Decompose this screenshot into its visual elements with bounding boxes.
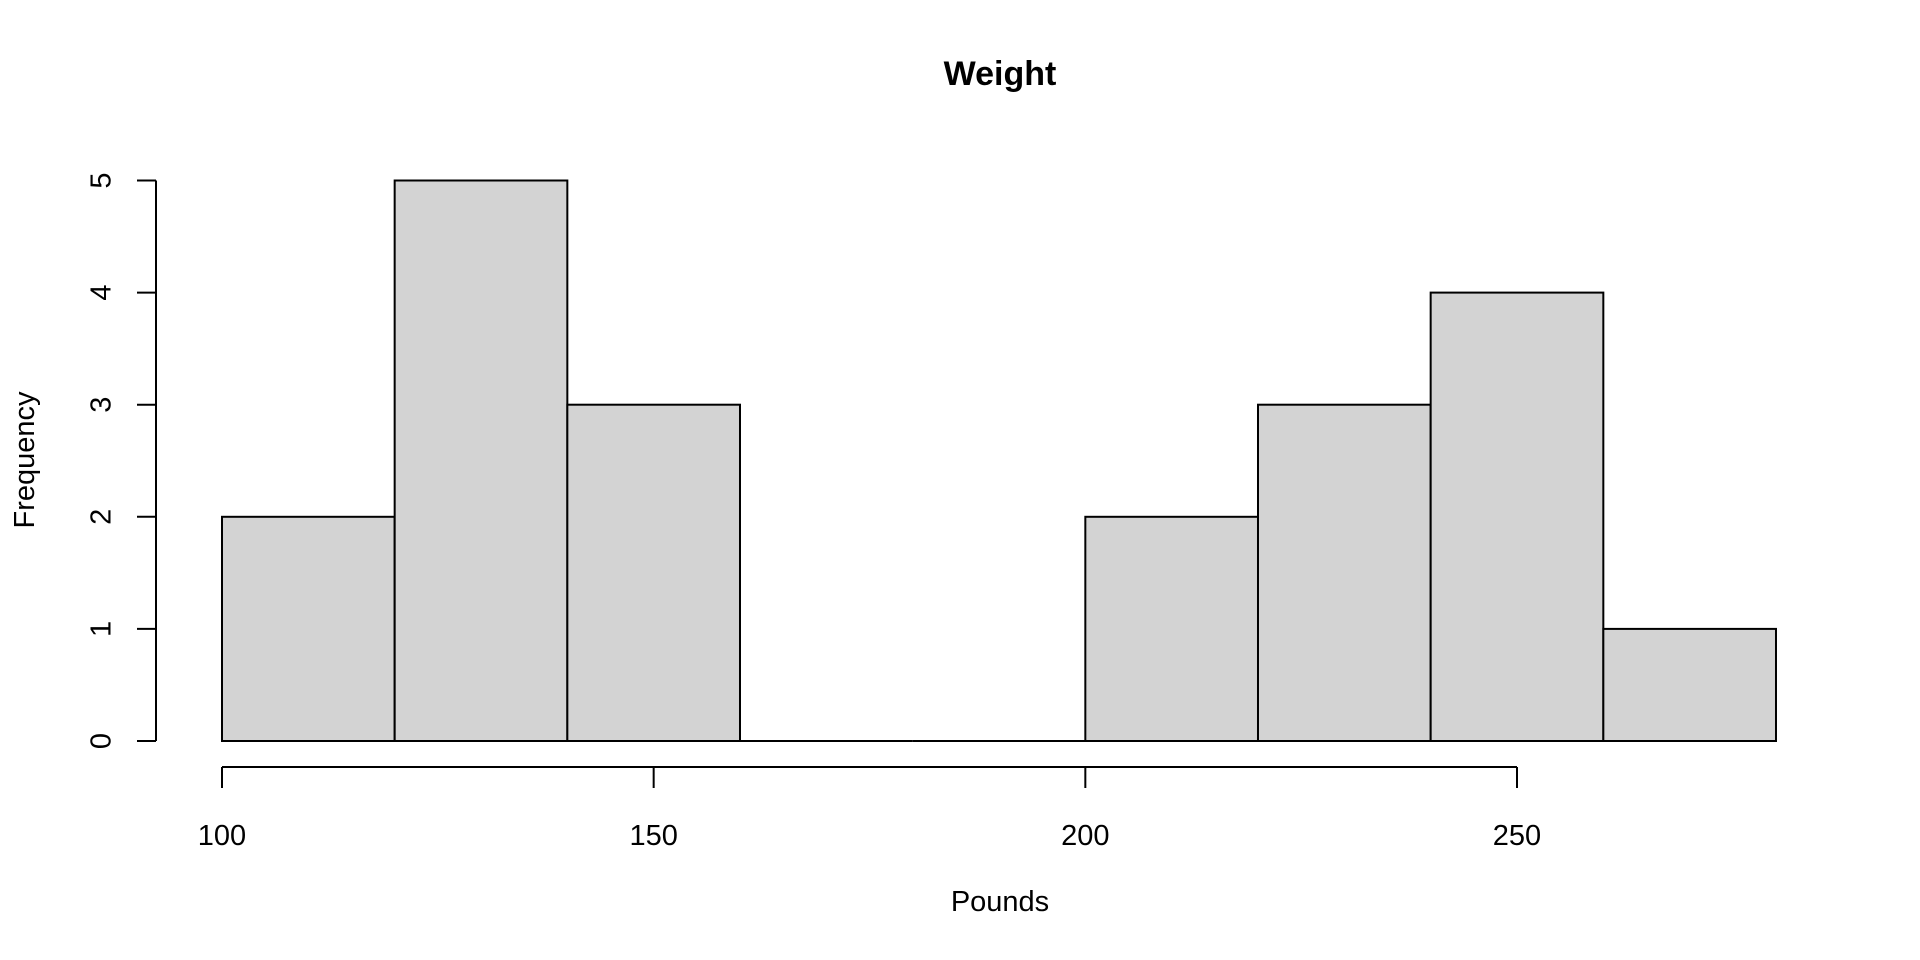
y-axis: 0 1 2 3 4 5 (86, 172, 157, 749)
histogram-bar (221, 515, 396, 742)
x-axis-label: Pounds (951, 886, 1049, 918)
y-axis-tick-label: 2 (86, 509, 118, 525)
y-axis-label: Frequency (9, 391, 41, 529)
x-axis-tick-label: 250 (1493, 820, 1541, 852)
y-axis-tick-label: 5 (86, 172, 118, 188)
x-axis-tick-label: 100 (198, 820, 246, 852)
y-axis-tick-label: 3 (86, 397, 118, 413)
x-axis-tick-label: 200 (1061, 820, 1109, 852)
chart-title: Weight (944, 55, 1057, 93)
x-axis: 100 150 200 250 (198, 766, 1541, 852)
y-axis-tick-label: 1 (86, 621, 118, 637)
histogram-bar (1429, 291, 1605, 742)
y-axis-tick-label: 4 (86, 285, 118, 301)
histogram-bar (1256, 403, 1432, 742)
histogram-bar (393, 179, 569, 742)
x-axis-tick-label: 150 (629, 820, 677, 852)
histogram-bar (566, 403, 741, 742)
histogram-bar (1084, 515, 1259, 742)
histogram-bar (1602, 627, 1777, 743)
bars-group (221, 179, 1777, 743)
y-axis-tick-label: 0 (86, 733, 118, 749)
